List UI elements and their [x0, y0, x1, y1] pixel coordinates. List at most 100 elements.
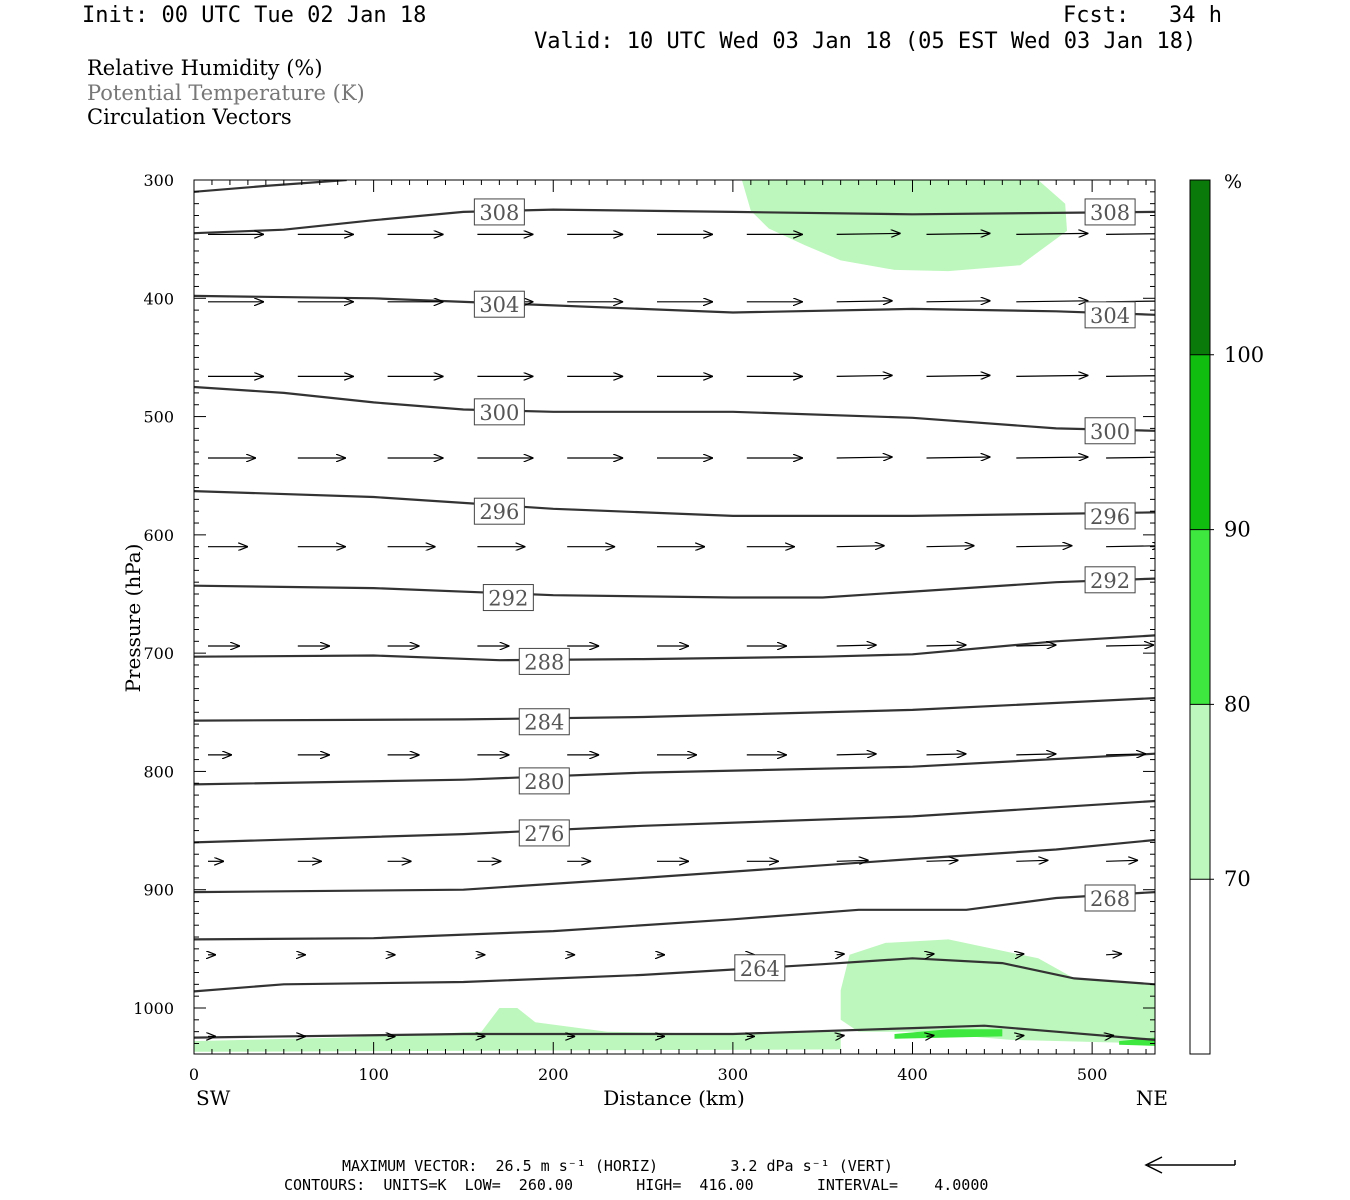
- y-tick-label: 1000: [133, 999, 174, 1018]
- vector-arrow: [836, 645, 877, 646]
- contour-label-304: 304: [473, 290, 525, 318]
- vector-arrow: [1016, 301, 1088, 302]
- contour-label-280: 280: [518, 767, 570, 795]
- vector-arrow: [1016, 860, 1048, 861]
- colorbar-swatch: [1190, 879, 1210, 1054]
- contour-label-box: [1084, 301, 1136, 329]
- plot-frame: [193, 179, 1156, 1055]
- vector-arrow: [836, 754, 877, 755]
- rh-region-70: [741, 180, 1067, 272]
- contour-label-box: [518, 708, 570, 736]
- contour-label-text: 276: [524, 822, 564, 846]
- vector-arrow: [836, 546, 885, 547]
- rh-region-80: [894, 1029, 1003, 1039]
- vector-arrow: [1016, 233, 1088, 234]
- contour-label-text: 292: [1090, 569, 1130, 593]
- contour-label-268: 268: [1084, 884, 1136, 912]
- contour-label-276: 276: [518, 819, 570, 847]
- y-tick-label: 400: [143, 289, 174, 308]
- contour-label-text: 264: [740, 957, 780, 981]
- contour-labels: 308 308 304 304 300 300 296 296 292 292 288 284 280 2…: [473, 198, 1136, 982]
- contour-label-box: [1084, 884, 1136, 912]
- theta-contour-288: [194, 634, 1155, 662]
- legend-vectors: Circulation Vectors: [87, 105, 292, 129]
- cross-section-chart: 308 308 304 304 300 300 296 296 292 292 288 284 280 2…: [121, 171, 1264, 1110]
- vector-arrow: [1106, 456, 1155, 459]
- colorbar-label: 70: [1224, 867, 1251, 891]
- contour-label-box: [518, 767, 570, 795]
- x-tick-label: 300: [718, 1065, 749, 1084]
- theta-contour-264: [194, 957, 1155, 993]
- y-tick-label: 500: [143, 408, 174, 427]
- contour-label-text: 308: [479, 201, 519, 225]
- x-tick-label: 200: [538, 1065, 569, 1084]
- vector-arrow: [1106, 645, 1154, 646]
- contour-label-box: [734, 954, 786, 982]
- contour-label-text: 304: [479, 293, 519, 317]
- contour-label-292: 292: [1084, 566, 1136, 594]
- contour-label-box: [482, 584, 534, 612]
- contour-label-300: 300: [473, 398, 525, 426]
- contour-label-box: [473, 198, 525, 226]
- colorbar-swatch: [1190, 529, 1210, 705]
- vector-arrow: [926, 233, 991, 234]
- contour-label-box: [473, 398, 525, 426]
- vector-arrow: [926, 301, 991, 302]
- theta-contour-276: [194, 799, 1155, 844]
- colorbar-frame: [1189, 179, 1211, 1055]
- vector-arrow: [1106, 860, 1138, 861]
- vector-arrow: [836, 301, 893, 302]
- contour-label-box: [473, 497, 525, 525]
- vector-arrow: [1106, 233, 1155, 235]
- contour-label-box: [1084, 417, 1136, 445]
- theta-contour-272: [194, 838, 1155, 894]
- contour-label-text: 292: [488, 587, 528, 611]
- vector-arrow: [1106, 546, 1155, 547]
- max-vector-note: MAXIMUM VECTOR: 26.5 m s⁻¹ (HORIZ) 3.2 d…: [342, 1157, 893, 1175]
- rh-shading: [194, 180, 1155, 1052]
- theta-contour-300: [194, 385, 1155, 432]
- contour-label-box: [1084, 566, 1136, 594]
- vector-arrow: [1016, 1035, 1024, 1036]
- colorbar-unit: %: [1224, 171, 1242, 193]
- contour-label-text: 288: [524, 650, 564, 674]
- theta-contour-280: [194, 752, 1155, 786]
- vector-arrow: [1106, 1035, 1114, 1036]
- rh-region-70: [194, 1008, 841, 1052]
- vector-arrow: [836, 375, 893, 376]
- y-tick-label: 600: [143, 526, 174, 545]
- theta-contour-312: [194, 180, 347, 193]
- contour-label-308: 308: [473, 198, 525, 226]
- vector-arrow: [1016, 457, 1088, 458]
- colorbar-label: 80: [1224, 692, 1251, 716]
- x-axis-label: Distance (km): [603, 1086, 745, 1110]
- x-tick-label: 500: [1077, 1065, 1108, 1084]
- contour-label-296: 296: [473, 497, 525, 525]
- valid-time: Valid: 10 UTC Wed 03 Jan 18 (05 EST Wed …: [534, 29, 1197, 54]
- contour-label-264: 264: [734, 954, 786, 982]
- contour-label-text: 300: [1090, 420, 1130, 444]
- contour-label-text: 268: [1090, 887, 1130, 911]
- circulation-vectors: [208, 233, 1155, 1036]
- contour-label-box: [518, 647, 570, 675]
- colorbar-label: 90: [1224, 518, 1251, 542]
- contour-label-text: 280: [524, 770, 564, 794]
- vector-arrow: [837, 1035, 845, 1036]
- x-end-label-sw: SW: [196, 1086, 231, 1110]
- contour-label-text: 296: [1090, 505, 1130, 529]
- vector-arrow: [836, 860, 869, 861]
- contour-info: CONTOURS: UNITS=K LOW= 260.00 HIGH= 416.…: [284, 1176, 989, 1194]
- vector-arrow: [927, 1035, 935, 1036]
- y-tick-label: 700: [143, 644, 174, 663]
- contour-label-box: [518, 819, 570, 847]
- contour-label-284: 284: [518, 708, 570, 736]
- vector-arrow: [1106, 754, 1146, 755]
- contour-label-292: 292: [482, 584, 534, 612]
- vector-arrow: [1106, 375, 1155, 377]
- contour-label-308: 308: [1084, 198, 1136, 226]
- contour-label-text: 296: [479, 500, 519, 524]
- vector-arrow: [926, 457, 991, 458]
- theta-contour-296: [194, 490, 1155, 517]
- legend-theta: Potential Temperature (K): [87, 81, 365, 105]
- vector-arrow: [836, 233, 901, 234]
